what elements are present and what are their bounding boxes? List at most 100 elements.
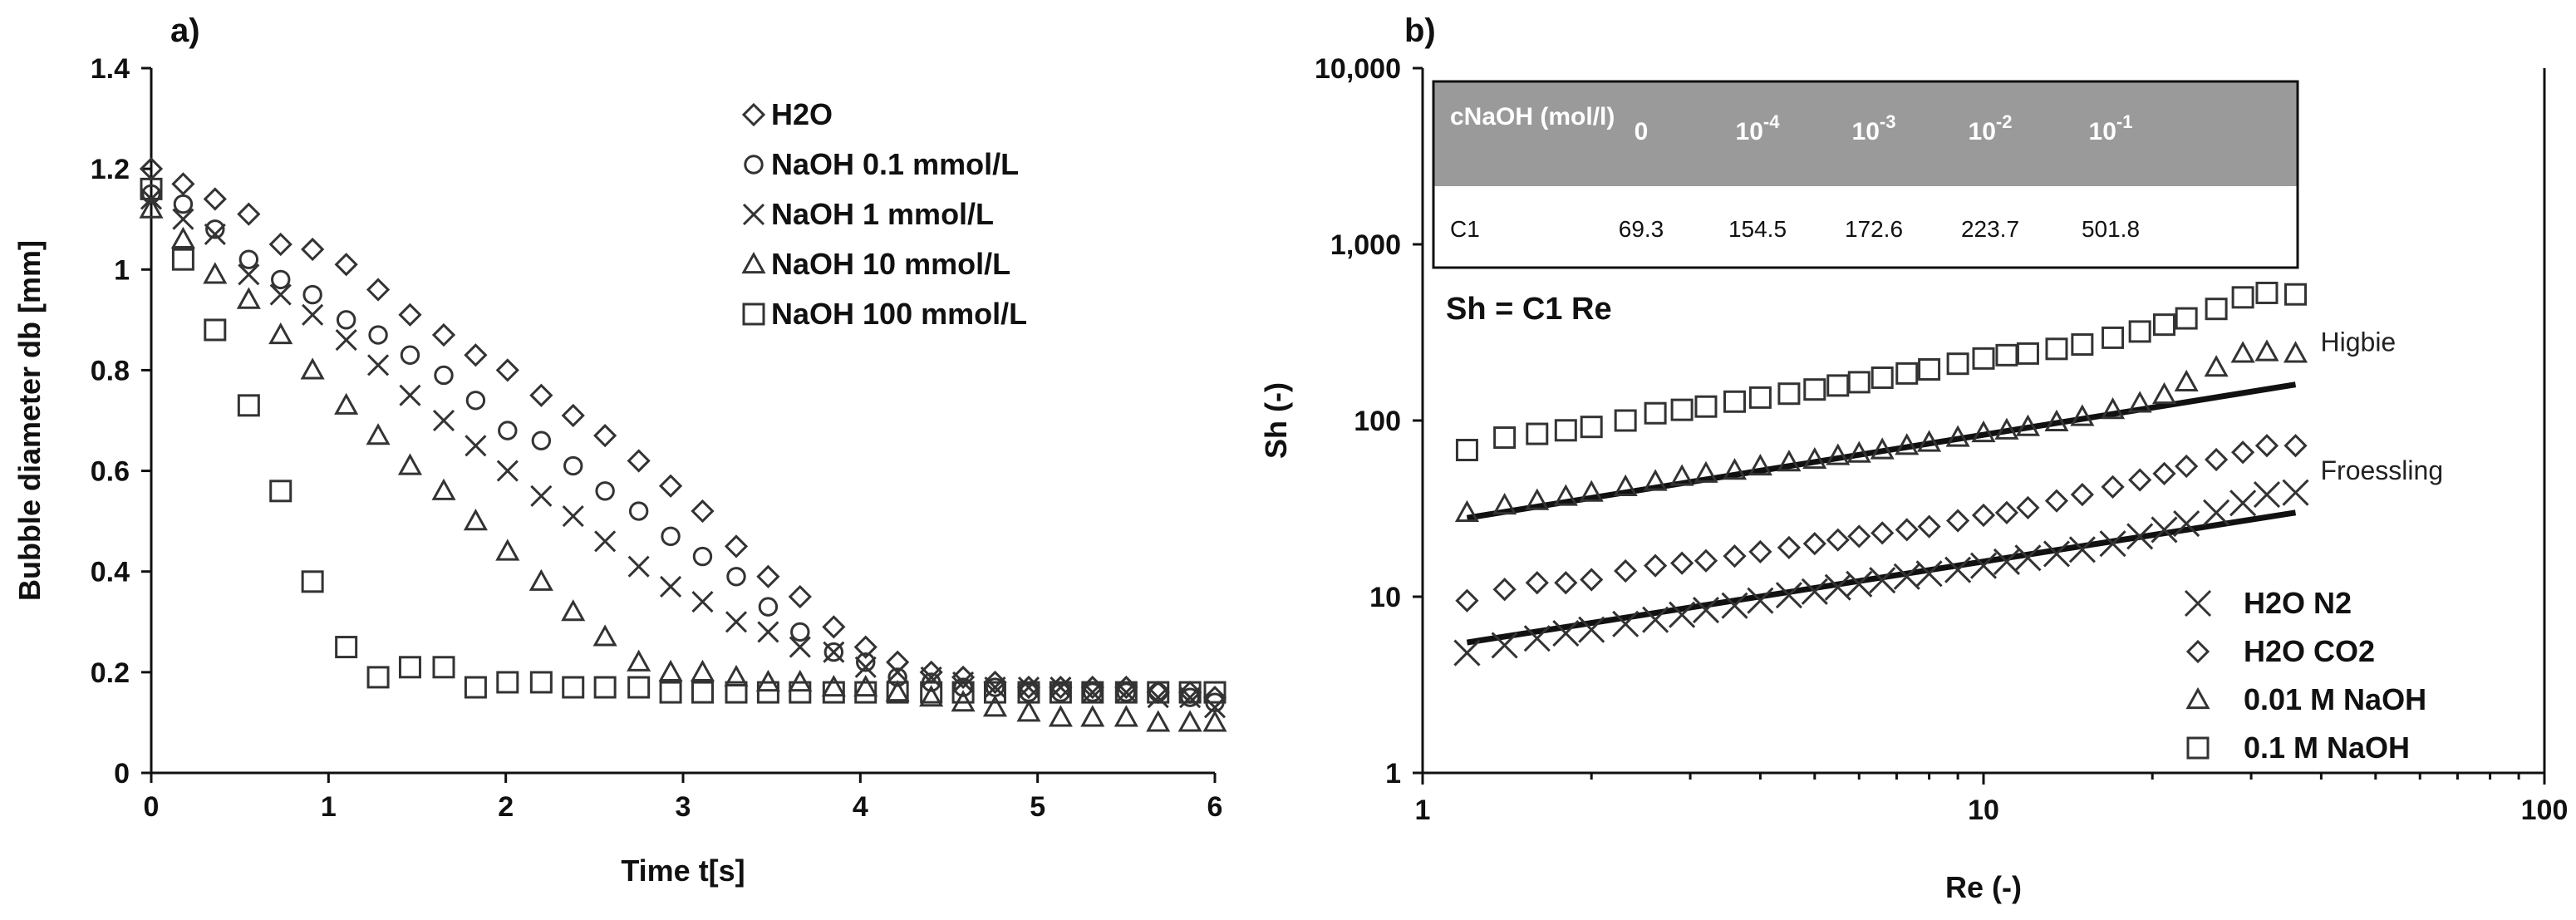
data-point	[1580, 416, 1603, 439]
data-point	[660, 575, 682, 598]
panel-b-legend: H2O N2 H2O CO2 0.01 M NaOH 0.1 M NaOH	[2184, 586, 2426, 765]
legend-label: H2O N2	[2244, 586, 2352, 620]
data-point	[953, 677, 973, 697]
data-point	[2173, 509, 2200, 538]
data-point	[530, 485, 553, 507]
data-point	[1017, 676, 1040, 699]
legend-marker	[741, 251, 766, 274]
data-point	[301, 570, 324, 593]
data-point	[756, 681, 779, 704]
x-tick-label: 3	[676, 791, 691, 823]
panel-b-label: b)	[1404, 12, 1436, 49]
data-point	[1147, 681, 1170, 704]
data-point	[1669, 464, 1694, 486]
data-point	[1050, 676, 1072, 699]
data-point	[756, 564, 780, 588]
data-point	[1643, 469, 1668, 491]
data-point	[1614, 409, 1637, 432]
data-point	[2101, 475, 2125, 499]
data-point	[1694, 549, 1718, 573]
data-point	[1116, 682, 1137, 702]
y-tick-label: 0.8	[91, 355, 130, 386]
y-tick-label: 100	[1354, 406, 1401, 437]
data-point	[789, 681, 812, 704]
data-point	[1202, 710, 1227, 732]
data-point	[1895, 433, 1920, 455]
data-point	[139, 196, 164, 219]
data-point	[1146, 710, 1171, 732]
data-point	[335, 329, 357, 352]
data-point	[399, 384, 421, 406]
data-point	[431, 478, 456, 500]
data-point	[1870, 437, 1895, 460]
panel-b-y-label: Sh (-)	[1259, 382, 1293, 459]
data-point	[2102, 326, 2125, 349]
c1-table-header-bg	[1433, 81, 2298, 186]
data-point	[887, 667, 907, 687]
data-point	[1669, 551, 1694, 575]
panel-a-label: a)	[170, 12, 200, 49]
data-point	[1553, 484, 1578, 506]
data-point	[301, 237, 325, 262]
data-point	[2254, 339, 2279, 362]
data-point	[1895, 362, 1919, 385]
data-point	[2175, 454, 2199, 479]
data-point	[1049, 681, 1072, 704]
y-tick-label: 0	[114, 758, 130, 790]
data-point	[1146, 680, 1170, 705]
data-point	[1723, 390, 1747, 413]
data-point	[1847, 371, 1871, 394]
data-point	[725, 681, 748, 704]
data-point	[1612, 610, 1639, 637]
data-point	[366, 278, 391, 302]
data-point	[1994, 417, 2019, 440]
data-point	[2254, 434, 2279, 458]
legend-marker	[2184, 589, 2212, 617]
y-tick-label: 0.2	[91, 657, 130, 689]
data-point	[1722, 458, 1748, 480]
data-point	[1945, 425, 1970, 447]
data-point	[1915, 560, 1943, 588]
data-point	[983, 681, 1006, 704]
data-point	[1871, 366, 1894, 389]
data-point	[237, 202, 261, 226]
data-point	[2284, 283, 2308, 306]
data-point	[1803, 378, 1826, 401]
data-point	[690, 659, 715, 681]
data-point	[1453, 639, 1481, 667]
data-point	[822, 681, 845, 704]
data-point	[1081, 681, 1104, 704]
data-point	[2044, 409, 2069, 431]
data-point	[496, 460, 519, 482]
data-point	[1114, 681, 1138, 704]
data-point	[1177, 710, 1202, 732]
data-point	[2045, 337, 2068, 361]
data-point	[982, 695, 1008, 717]
data-point	[2101, 397, 2126, 420]
panel-a-x-ticks: 0 1 2 3 4 5 6	[144, 773, 1222, 823]
legend-label: NaOH 10 mmol/L	[771, 247, 1010, 281]
data-point	[1802, 446, 1827, 470]
data-point	[2071, 333, 2094, 357]
y-tick-label: 10	[1369, 582, 1401, 613]
data-point	[2151, 381, 2177, 405]
data-point	[366, 666, 390, 689]
data-point	[1775, 582, 1802, 609]
data-point	[1826, 374, 1850, 397]
panel-b-x-label: Re (-)	[1945, 870, 2022, 904]
data-point	[1748, 453, 1772, 476]
panel-b-x-ticks: 1 10 100	[1415, 773, 2568, 826]
data-point	[2099, 530, 2126, 558]
data-point	[658, 474, 683, 498]
data-point	[692, 546, 713, 567]
data-point	[1971, 420, 1996, 443]
data-point	[1846, 440, 1871, 463]
data-point	[2282, 479, 2309, 506]
data-point	[1642, 606, 1669, 633]
data-point	[203, 262, 228, 284]
table-concentration: 10-2	[1969, 111, 2013, 145]
data-point	[1179, 686, 1202, 709]
data-point	[495, 358, 519, 382]
data-point	[1525, 571, 1549, 595]
data-point	[2070, 404, 2095, 426]
